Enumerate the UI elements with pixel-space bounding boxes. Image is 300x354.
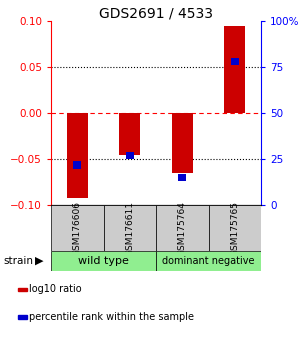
Text: GSM175765: GSM175765 [230,201,239,256]
Text: GSM175764: GSM175764 [178,201,187,256]
Bar [73,161,81,169]
Title: GDS2691 / 4533: GDS2691 / 4533 [99,6,213,20]
Text: percentile rank within the sample: percentile rank within the sample [29,312,194,322]
Text: strain: strain [3,256,33,266]
Text: dominant negative: dominant negative [162,256,255,266]
Text: wild type: wild type [78,256,129,266]
Text: log10 ratio: log10 ratio [29,284,82,295]
Bar [231,58,239,65]
Text: GSM176606: GSM176606 [73,201,82,256]
Bar [172,113,193,173]
Bar [224,26,245,113]
Bar [119,113,140,155]
Bar [51,251,156,271]
Bar [126,152,134,159]
Bar [18,315,27,319]
Bar [208,205,261,251]
Text: ▶: ▶ [35,256,43,266]
Bar [156,251,261,271]
Bar [51,205,104,251]
Bar [18,287,27,291]
Text: GSM176611: GSM176611 [125,201,134,256]
Bar [67,113,88,198]
Bar [103,205,156,251]
Bar [178,174,186,181]
Bar [156,205,208,251]
